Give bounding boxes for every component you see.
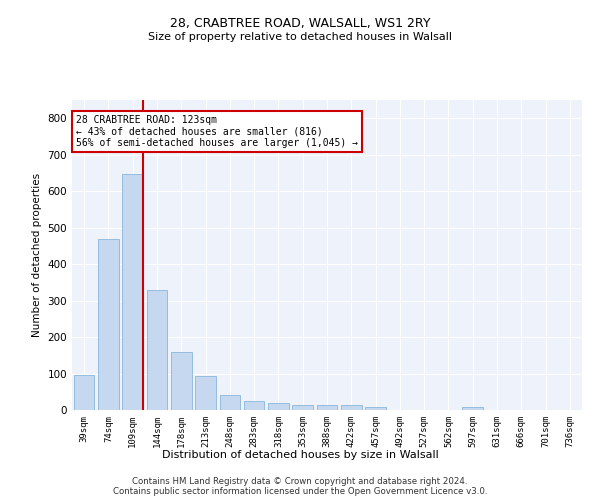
Bar — [74, 376, 94, 410]
Bar — [171, 352, 191, 410]
Bar — [98, 238, 119, 410]
Bar — [341, 405, 362, 410]
Text: Contains public sector information licensed under the Open Government Licence v3: Contains public sector information licen… — [113, 486, 487, 496]
Text: Contains HM Land Registry data © Crown copyright and database right 2024.: Contains HM Land Registry data © Crown c… — [132, 476, 468, 486]
Bar — [365, 406, 386, 410]
Bar — [317, 405, 337, 410]
Text: Distribution of detached houses by size in Walsall: Distribution of detached houses by size … — [161, 450, 439, 460]
Bar — [146, 290, 167, 410]
Text: Size of property relative to detached houses in Walsall: Size of property relative to detached ho… — [148, 32, 452, 42]
Bar — [220, 396, 240, 410]
Bar — [244, 401, 265, 410]
Bar — [463, 407, 483, 410]
Text: 28, CRABTREE ROAD, WALSALL, WS1 2RY: 28, CRABTREE ROAD, WALSALL, WS1 2RY — [170, 18, 430, 30]
Bar — [268, 404, 289, 410]
Bar — [292, 404, 313, 410]
Bar — [195, 376, 216, 410]
Text: 28 CRABTREE ROAD: 123sqm
← 43% of detached houses are smaller (816)
56% of semi-: 28 CRABTREE ROAD: 123sqm ← 43% of detach… — [76, 114, 358, 148]
Bar — [122, 174, 143, 410]
Y-axis label: Number of detached properties: Number of detached properties — [32, 173, 42, 337]
